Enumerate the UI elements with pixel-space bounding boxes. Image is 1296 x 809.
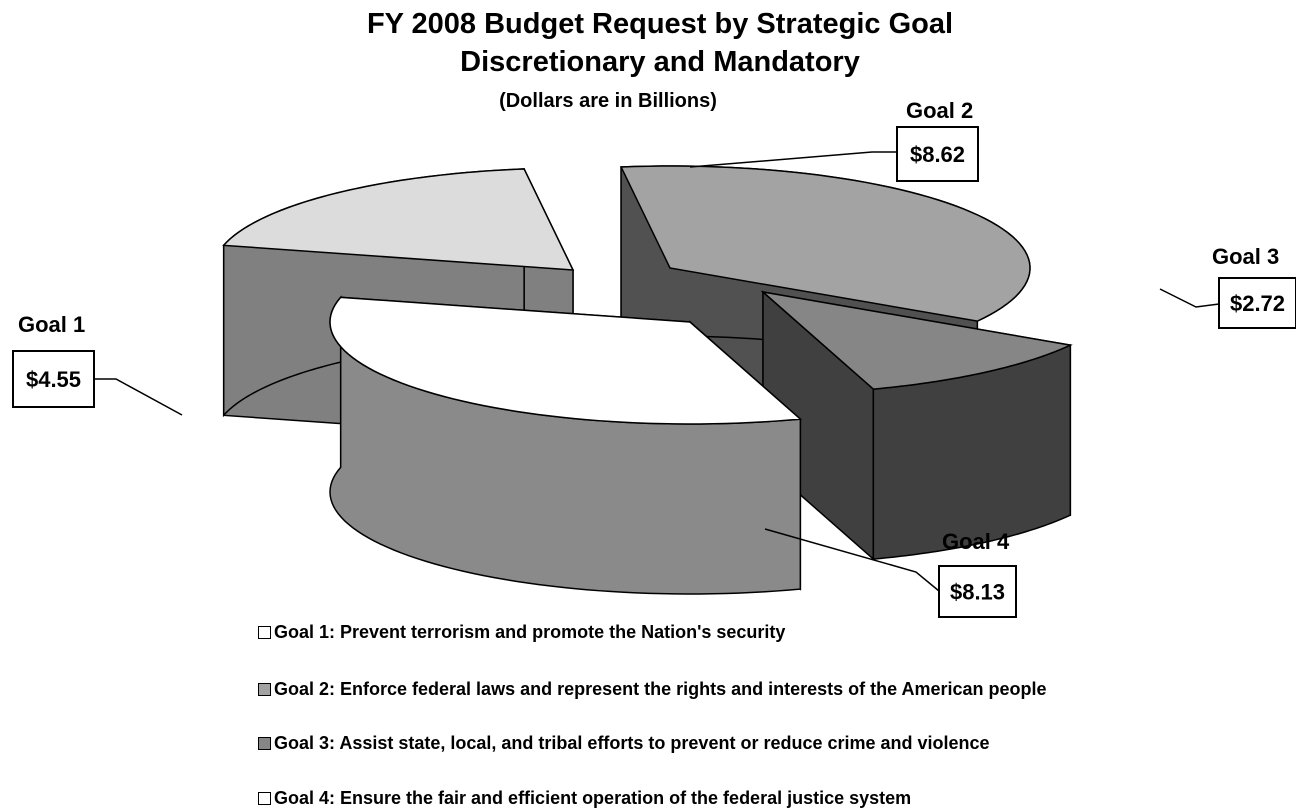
legend-item-goal-3: Goal 3: Assist state, local, and tribal … bbox=[258, 733, 990, 754]
value-box bbox=[896, 126, 979, 182]
legend-text: Goal 2: Enforce federal laws and represe… bbox=[274, 679, 1047, 699]
slice-value-label: $8.13 bbox=[950, 580, 1005, 605]
slice-name-label: Goal 3 bbox=[1212, 244, 1279, 269]
leader-line bbox=[764, 528, 940, 592]
legend-swatch bbox=[258, 626, 271, 639]
pie-slice-4 bbox=[329, 295, 803, 595]
slice-top-3 bbox=[760, 290, 1073, 390]
value-box bbox=[1218, 277, 1296, 329]
value-box bbox=[12, 350, 95, 408]
legend-text: Goal 4: Ensure the fair and efficient op… bbox=[274, 788, 912, 808]
chart-subtitle: Discretionary and Mandatory bbox=[460, 46, 860, 78]
pie-slice-3 bbox=[760, 290, 1073, 561]
slice-name-label: Goal 1 bbox=[18, 312, 85, 337]
slice-value-label: $4.55 bbox=[26, 367, 81, 392]
legend-swatch bbox=[258, 792, 271, 805]
units-note: (Dollars are in Billions) bbox=[499, 90, 717, 112]
leader-line bbox=[94, 378, 183, 416]
slice-top-2 bbox=[619, 165, 1031, 322]
leader-line bbox=[1159, 288, 1220, 308]
legend-item-goal-4: Goal 4: Ensure the fair and efficient op… bbox=[258, 788, 911, 809]
legend-swatch bbox=[258, 737, 271, 750]
slice-name-label: Goal 4 bbox=[942, 529, 1010, 554]
slice-top-1 bbox=[222, 168, 575, 271]
legend-item-goal-1: Goal 1: Prevent terrorism and promote th… bbox=[258, 622, 785, 643]
legend-text: Goal 3: Assist state, local, and tribal … bbox=[274, 733, 990, 753]
slice-top-4 bbox=[329, 296, 803, 425]
legend-swatch bbox=[258, 683, 271, 696]
legend-text: Goal 1: Prevent terrorism and promote th… bbox=[274, 622, 786, 642]
legend-item-goal-2: Goal 2: Enforce federal laws and represe… bbox=[258, 679, 1047, 700]
leader-line bbox=[689, 151, 897, 168]
slice-name-label: Goal 2 bbox=[906, 98, 973, 123]
chart-title: FY 2008 Budget Request by Strategic Goal bbox=[366, 8, 954, 40]
slice-value-label: $8.62 bbox=[910, 142, 965, 167]
slice-value-label: $2.72 bbox=[1230, 291, 1285, 316]
value-box bbox=[938, 565, 1017, 618]
